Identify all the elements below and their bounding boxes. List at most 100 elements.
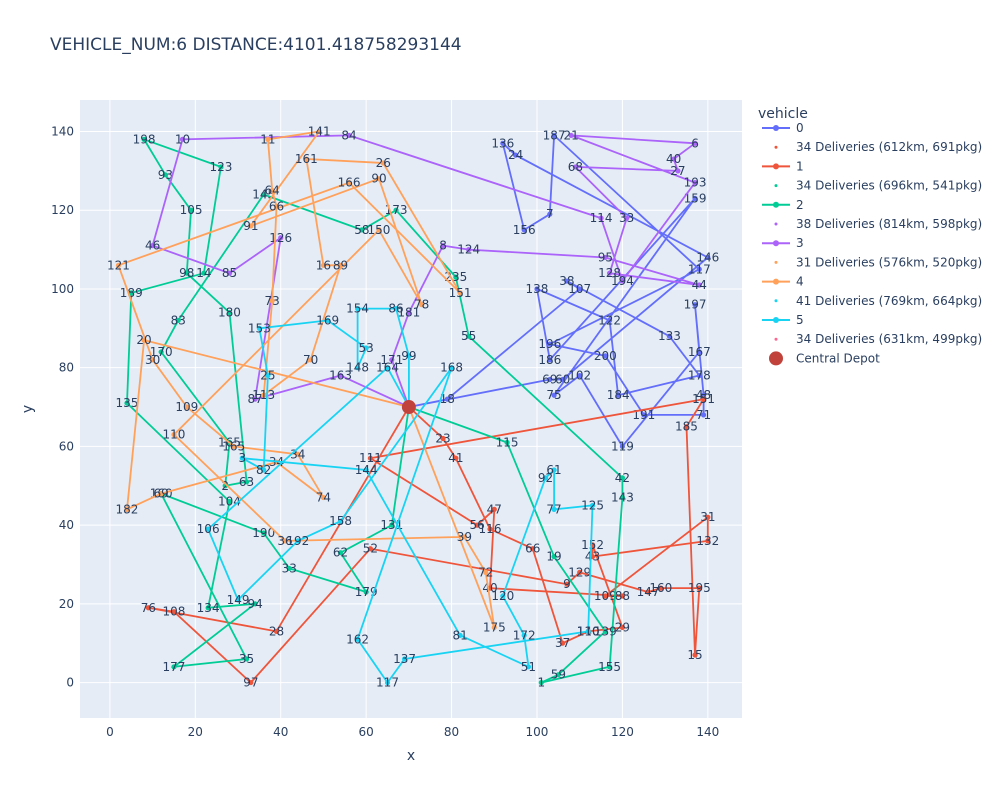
y-tick-label: 140 xyxy=(51,124,74,138)
legend-label: 0 xyxy=(796,121,804,135)
legend-item: 34 Deliveries (696km, 541pkg) xyxy=(774,179,982,193)
point-label: 2 xyxy=(221,479,229,493)
route-point xyxy=(367,546,374,552)
x-tick-label: 100 xyxy=(526,725,549,739)
route-point xyxy=(273,628,280,635)
route-point xyxy=(448,365,455,371)
point-label: 170 xyxy=(150,345,173,359)
route-point xyxy=(355,636,361,642)
point-label: 58 xyxy=(354,223,369,237)
route-point xyxy=(261,191,267,198)
point-label: 181 xyxy=(397,306,420,320)
point-label: 14 xyxy=(196,266,211,280)
point-label: 115 xyxy=(496,435,519,449)
point-label: 10 xyxy=(175,132,190,146)
point-label: 68 xyxy=(568,160,583,174)
plot-area[interactable]: 0 20 40 60 80 100 120 1400204060801001201401810… xyxy=(51,100,742,739)
point-label: 152 xyxy=(581,538,604,552)
route-point xyxy=(521,632,527,638)
route-point xyxy=(568,132,574,139)
route-point xyxy=(124,400,130,406)
point-label: 92 xyxy=(538,471,553,485)
legend-item: 34 Deliveries (612km, 691pkg) xyxy=(774,140,982,154)
point-label: 138 xyxy=(526,282,549,296)
route-point xyxy=(700,412,707,418)
route-point xyxy=(188,207,194,213)
point-label: 123 xyxy=(209,160,232,174)
route-point xyxy=(252,601,258,607)
legend-marker xyxy=(774,222,778,226)
point-label: 82 xyxy=(256,463,271,477)
legend-depot-marker xyxy=(769,351,783,366)
point-label: 99 xyxy=(401,349,416,363)
route-point xyxy=(564,278,570,284)
point-label: 116 xyxy=(479,522,502,536)
legend-item: 4 xyxy=(762,275,804,289)
route-point xyxy=(483,569,489,575)
point-label: 143 xyxy=(611,491,634,505)
route-point xyxy=(150,243,156,249)
legend-item: 41 Deliveries (769km, 664pkg) xyxy=(774,294,982,308)
route-point xyxy=(261,530,267,536)
point-label: 55 xyxy=(461,329,476,343)
point-label: 192 xyxy=(286,534,309,548)
point-label: 184 xyxy=(607,388,630,402)
x-tick-label: 20 xyxy=(188,725,203,739)
route-point xyxy=(577,286,583,292)
route-point xyxy=(607,664,613,670)
route-point xyxy=(453,274,459,280)
point-label: 150 xyxy=(368,223,391,237)
point-label: 178 xyxy=(688,369,711,383)
legend-item: 2 xyxy=(762,198,804,212)
point-label: 37 xyxy=(555,636,570,650)
point-label: 88 xyxy=(615,589,630,603)
route-point xyxy=(560,640,566,646)
point-label: 69 xyxy=(154,487,169,501)
route-point xyxy=(269,187,275,194)
point-label: 185 xyxy=(675,420,698,434)
point-label: 187 xyxy=(543,128,566,142)
point-label: 27 xyxy=(670,164,685,178)
legend-label: 38 Deliveries (814km, 598pkg) xyxy=(796,217,982,231)
point-label: 3 xyxy=(238,451,246,465)
route-point xyxy=(577,372,583,379)
point-label: 91 xyxy=(243,219,258,233)
route-point xyxy=(226,270,233,276)
point-label: 155 xyxy=(598,660,621,674)
legend-marker xyxy=(773,163,779,170)
legend-marker xyxy=(773,125,779,131)
legend-label: 34 Deliveries (631km, 499pkg) xyxy=(796,332,982,346)
route-point xyxy=(530,546,536,552)
point-label: 119 xyxy=(611,439,634,453)
route-point xyxy=(282,538,288,544)
route-point xyxy=(384,365,391,371)
route-line-2 xyxy=(126,137,624,684)
route-point xyxy=(461,534,467,540)
route-point xyxy=(705,538,711,544)
route-point xyxy=(265,136,271,142)
legend-label: 5 xyxy=(796,313,804,327)
point-label: 20 xyxy=(136,333,151,347)
point-label: 33 xyxy=(282,561,297,575)
point-label: 175 xyxy=(483,620,506,634)
point-label: 73 xyxy=(265,294,280,308)
route-point xyxy=(700,396,707,402)
point-label: 161 xyxy=(295,152,318,166)
point-label: 165 xyxy=(222,439,245,453)
legend-marker xyxy=(774,299,778,303)
point-label: 77 xyxy=(546,502,561,516)
route-point xyxy=(141,337,147,343)
legend-item: 5 xyxy=(762,313,804,327)
route-point xyxy=(619,278,626,284)
point-label: 52 xyxy=(363,542,378,556)
point-label: 110 xyxy=(163,428,186,442)
route-point xyxy=(141,136,147,142)
x-tick-label: 60 xyxy=(359,725,374,739)
point-label: 145 xyxy=(252,187,275,201)
point-label: 70 xyxy=(303,353,318,367)
route-point xyxy=(124,506,130,512)
point-label: 106 xyxy=(197,522,220,536)
point-label: 125 xyxy=(581,498,604,512)
route-point xyxy=(175,317,181,324)
point-label: 26 xyxy=(376,156,391,170)
